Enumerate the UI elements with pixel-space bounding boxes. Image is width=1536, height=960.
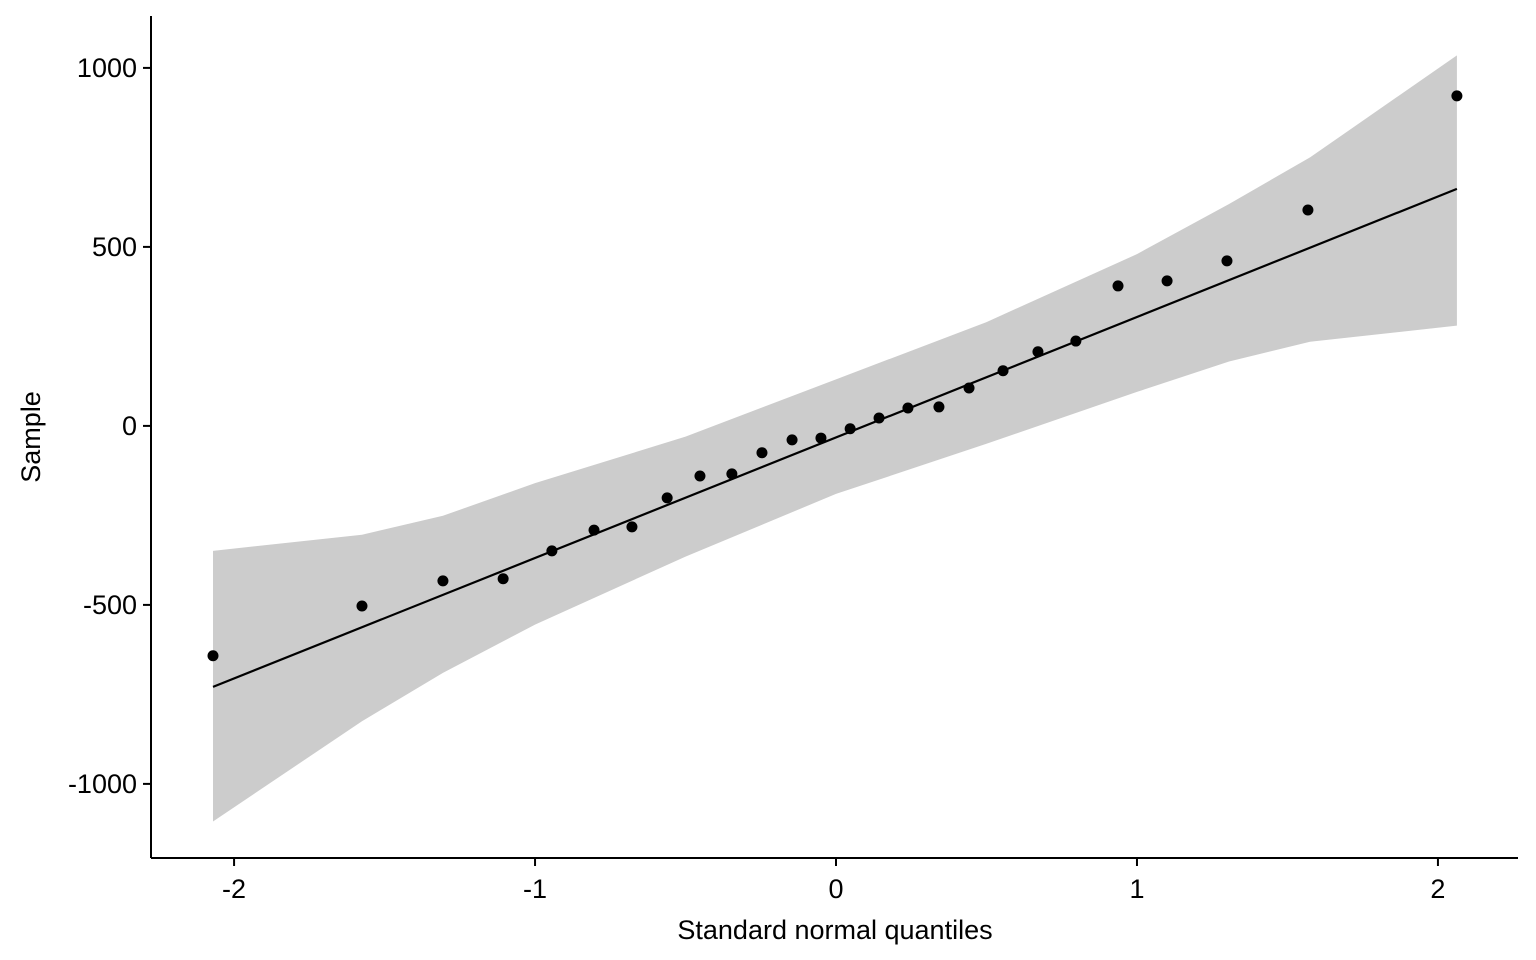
point <box>963 382 975 394</box>
x-axis-title: Standard normal quantiles <box>677 915 992 945</box>
x-tick-label: -1 <box>523 874 547 904</box>
y-tick-label: -1000 <box>68 769 137 799</box>
point <box>1112 280 1124 292</box>
point <box>726 468 738 480</box>
x-tick-label: -2 <box>222 874 246 904</box>
point <box>626 521 638 533</box>
point <box>546 545 558 557</box>
point <box>756 447 768 459</box>
point <box>437 575 449 587</box>
point <box>207 650 219 662</box>
point <box>1302 204 1314 216</box>
y-tick-label: 0 <box>122 411 137 441</box>
point <box>497 573 509 585</box>
point <box>356 600 368 612</box>
reference-line <box>212 187 1458 688</box>
x-tick-label: 2 <box>1430 874 1445 904</box>
point <box>902 402 914 414</box>
point <box>1070 335 1082 347</box>
point <box>1451 90 1463 102</box>
point <box>694 470 706 482</box>
point <box>786 434 798 446</box>
x-tick-label: 0 <box>828 874 843 904</box>
point <box>588 524 600 536</box>
point <box>1161 275 1173 287</box>
point <box>997 365 1009 377</box>
y-tick-label: 500 <box>92 232 137 262</box>
y-tick-label: 1000 <box>77 53 137 83</box>
point <box>844 423 856 435</box>
point <box>933 401 945 413</box>
point <box>815 432 827 444</box>
point <box>1221 255 1233 267</box>
point <box>661 492 673 504</box>
point <box>873 412 885 424</box>
y-axis-title: Sample <box>16 391 46 483</box>
point <box>1032 346 1044 358</box>
y-tick-label: -500 <box>83 590 137 620</box>
x-tick-label: 1 <box>1129 874 1144 904</box>
